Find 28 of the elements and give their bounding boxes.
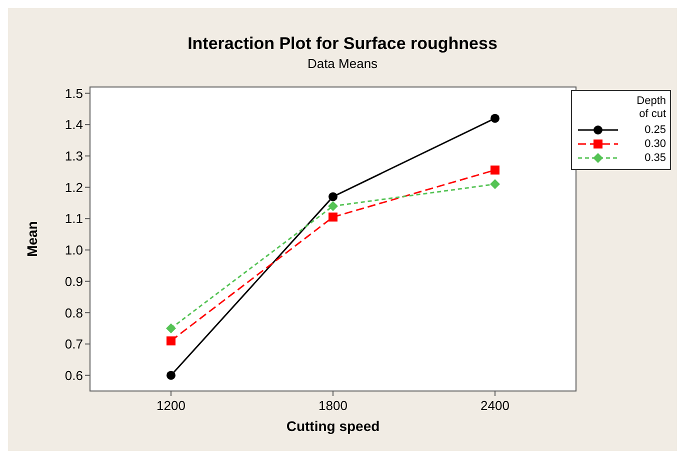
chart-subtitle: Data Means	[306, 56, 379, 71]
y-tick-label: 1.0	[64, 242, 83, 258]
point	[490, 166, 500, 175]
y-tick-label: 0.9	[64, 274, 83, 289]
point	[328, 192, 338, 202]
point	[166, 370, 176, 380]
point	[328, 212, 338, 222]
y-axis-title: Mean	[24, 221, 40, 257]
x-tick-label: 1800	[318, 398, 348, 414]
y-tick-label: 1.2	[64, 180, 83, 195]
x-axis-title: Cutting speed	[286, 418, 380, 434]
y-tick-label: 0.7	[64, 336, 83, 352]
y-tick-label: 0.6	[64, 368, 83, 383]
x-tick-label: 2400	[480, 398, 510, 414]
point	[166, 336, 176, 346]
y-tick-label: 1.1	[64, 211, 83, 226]
point	[490, 179, 500, 190]
legend-title: Depth of cut	[636, 95, 666, 121]
point	[328, 201, 338, 212]
x-tick-label: 1200	[156, 398, 186, 414]
y-tick-label: 1.4	[64, 117, 83, 132]
point	[166, 323, 176, 334]
y-tick-label: 0.8	[64, 305, 83, 320]
point	[490, 114, 500, 123]
y-tick-label: 1.3	[64, 148, 83, 164]
y-tick-label: 1.5	[64, 86, 83, 101]
legend-box: Depth of cut 0.25 0.30 0.35	[571, 90, 671, 170]
chart-title: Interaction Plot for Surface roughness	[186, 34, 498, 54]
